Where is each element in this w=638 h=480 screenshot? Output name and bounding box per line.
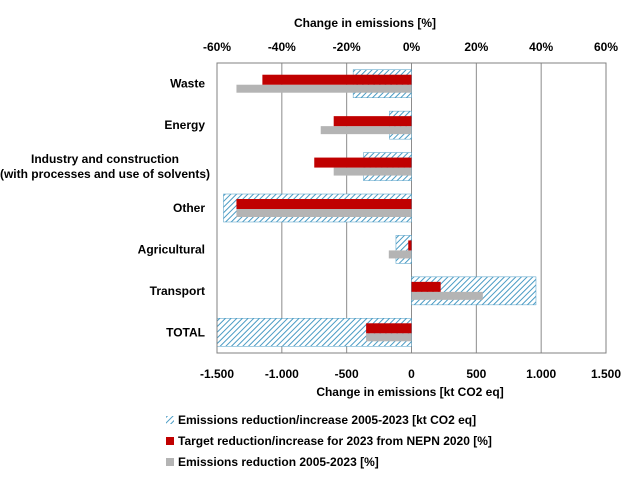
top-axis-ticks: -60% -40% -20% 0% 20% 40% 60% [203,40,618,54]
category-label-line: Agricultural [138,242,205,256]
top-tick-label: 0% [403,40,421,54]
bar-emissions-percent [366,333,412,342]
legend-swatch [166,437,174,445]
bottom-tick-label: -1.500 [200,367,234,381]
legend-swatch [166,458,174,466]
plot-area-frame [216,62,607,354]
legend-entry: Emissions reduction 2005-2023 [%] [178,455,379,469]
category-label-line: Transport [150,284,205,298]
top-tick-label: -60% [203,40,231,54]
bar-target-percent [314,157,412,168]
bottom-axis-title: Change in emissions [kt CO2 eq] [316,385,503,399]
bar-target-percent [411,281,441,292]
top-tick-label: 40% [529,40,553,54]
bar-emissions-percent [388,250,412,259]
bar-target-percent [408,240,412,251]
bottom-tick-label: 500 [466,367,486,381]
category-label: Agricultural [138,242,205,256]
category-label-line: TOTAL [166,325,205,339]
category-label: Other [173,201,205,215]
bottom-tick-label: -1.000 [265,367,299,381]
bar-emissions-percent [411,291,483,300]
bar-target-percent [236,199,412,209]
legend: Emissions reduction/increase 2005-2023 [… [166,413,492,469]
category-label: Transport [150,284,205,298]
bar-target-percent [333,116,412,127]
category-label: Waste [170,77,205,91]
category-label-line: (with processes and use of solvents) [0,167,210,181]
category-label: Industry and construction (with processes… [0,152,210,181]
legend-entry: Emissions reduction/increase 2005-2023 [… [178,413,476,427]
category-label-line: Other [173,201,205,215]
top-tick-label: 20% [464,40,488,54]
category-label-line: Energy [164,118,205,132]
bar-target-percent [366,323,412,334]
category-label-line: Waste [170,77,205,91]
top-tick-label: -40% [268,40,296,54]
bar-emissions-percent [236,84,412,93]
bottom-tick-label: 1.500 [591,367,621,381]
legend-entry: Target reduction/increase for 2023 from … [178,434,492,448]
bottom-axis-ticks: -1.500 -1.000 -500 0 500 1.000 1.500 [200,367,621,381]
category-label: Energy [164,118,205,132]
bar-emissions-percent [236,209,412,217]
bottom-tick-label: 1.000 [526,367,556,381]
top-axis-title: Change in emissions [%] [294,16,436,30]
category-labels: Waste Energy Industry and construction (wit… [0,77,210,340]
bar-emissions-percent [320,126,412,135]
bar-target-percent [262,74,412,85]
top-tick-label: -20% [333,40,361,54]
top-tick-label: 60% [594,40,618,54]
category-label-line: Industry and construction [31,152,179,166]
bottom-tick-label: -500 [335,367,359,381]
legend-swatch-hatched [166,416,174,424]
bar-emissions-percent [333,167,412,176]
bars [216,69,537,347]
bottom-tick-label: 0 [408,367,415,381]
category-label: TOTAL [166,325,205,339]
